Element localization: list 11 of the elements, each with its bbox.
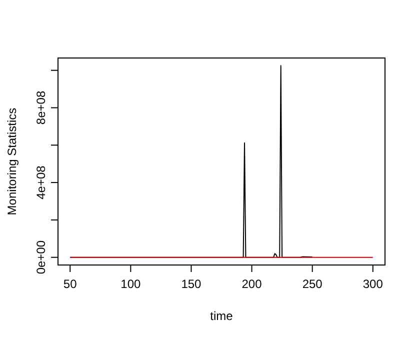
x-tick-label: 100 bbox=[120, 277, 141, 291]
x-tick-label: 150 bbox=[181, 277, 202, 291]
y-tick-label: 8e+08 bbox=[34, 90, 48, 125]
x-axis-title: time bbox=[210, 309, 234, 323]
x-tick-label: 300 bbox=[362, 277, 384, 291]
y-axis-title: Monitoring Statistics bbox=[5, 108, 19, 216]
x-tick-label: 250 bbox=[302, 277, 323, 291]
x-tick-label: 50 bbox=[63, 277, 78, 291]
y-tick-label: 0e+00 bbox=[34, 240, 48, 274]
y-tick-label: 4e+08 bbox=[34, 165, 48, 200]
x-tick-label: 200 bbox=[242, 277, 262, 291]
